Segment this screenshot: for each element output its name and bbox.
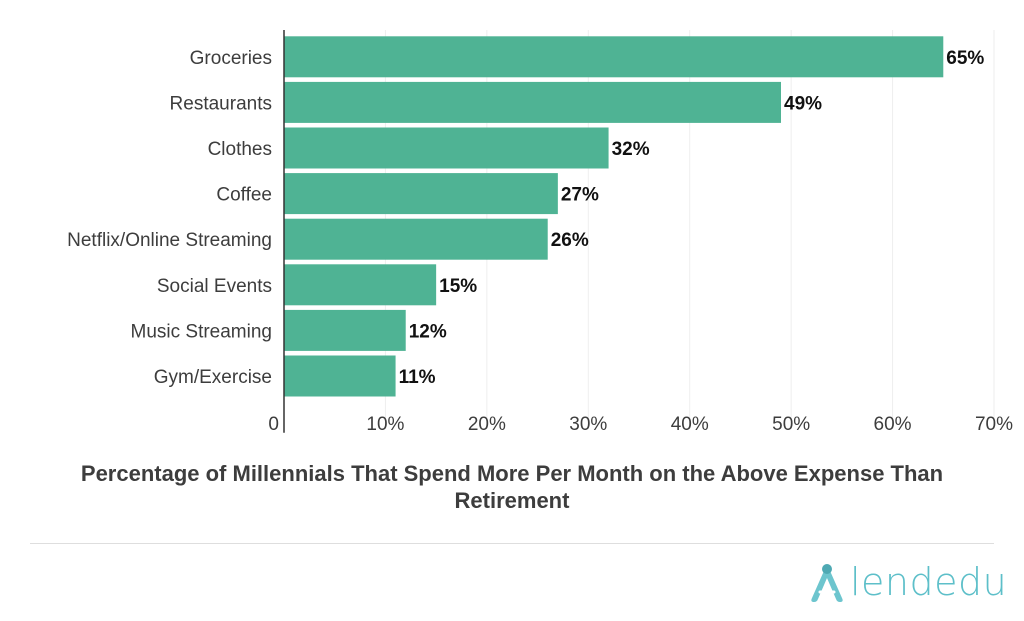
category-label-7: Gym/Exercise [154,367,272,388]
bar-5 [284,264,437,306]
category-label-3: Coffee [216,185,272,206]
x-tick-label-20: 20% [468,414,506,435]
category-label-5: Social Events [157,276,272,297]
x-tick-label-30: 30% [569,414,607,435]
bar-1 [284,81,781,123]
bar-0 [284,36,944,78]
x-tick-label-40: 40% [671,414,709,435]
x-tick-label-60: 60% [874,414,912,435]
data-label-2: 32% [612,139,650,160]
data-label-7: 11% [399,367,436,388]
bar-chart: Groceries 65% Restaurants 49% Clothes 32% Coff… [67,30,1013,435]
category-label-2: Clothes [208,139,272,160]
lendedu-logo[interactable]: lendedu [808,560,1007,608]
data-label-3: 27% [561,185,599,206]
logo-text: lendedu [850,560,1008,604]
x-tick-label-70: 70% [975,414,1013,435]
bar-3 [284,173,558,215]
x-axis-label: Percentage of Millennials That Spend Mor… [80,461,944,513]
bar-2 [284,127,609,169]
x-tick-label-0: 0 [268,414,279,435]
data-label-5: 15% [439,276,477,297]
category-label-4: Netflix/Online Streaming [67,230,272,251]
data-label-6: 12% [409,321,447,342]
x-tick-label-50: 50% [772,414,810,435]
category-label-1: Restaurants [170,93,272,114]
data-label-0: 65% [946,48,984,69]
data-label-4: 26% [551,230,589,251]
footer-divider [30,543,994,544]
category-label-6: Music Streaming [131,321,273,342]
bar-7 [284,355,396,397]
bar-4 [284,218,548,260]
x-tick-label-10: 10% [366,414,404,435]
bar-6 [284,309,406,351]
category-label-0: Groceries [190,48,272,69]
data-label-1: 49% [784,93,822,114]
lendedu-a-icon [811,564,843,602]
